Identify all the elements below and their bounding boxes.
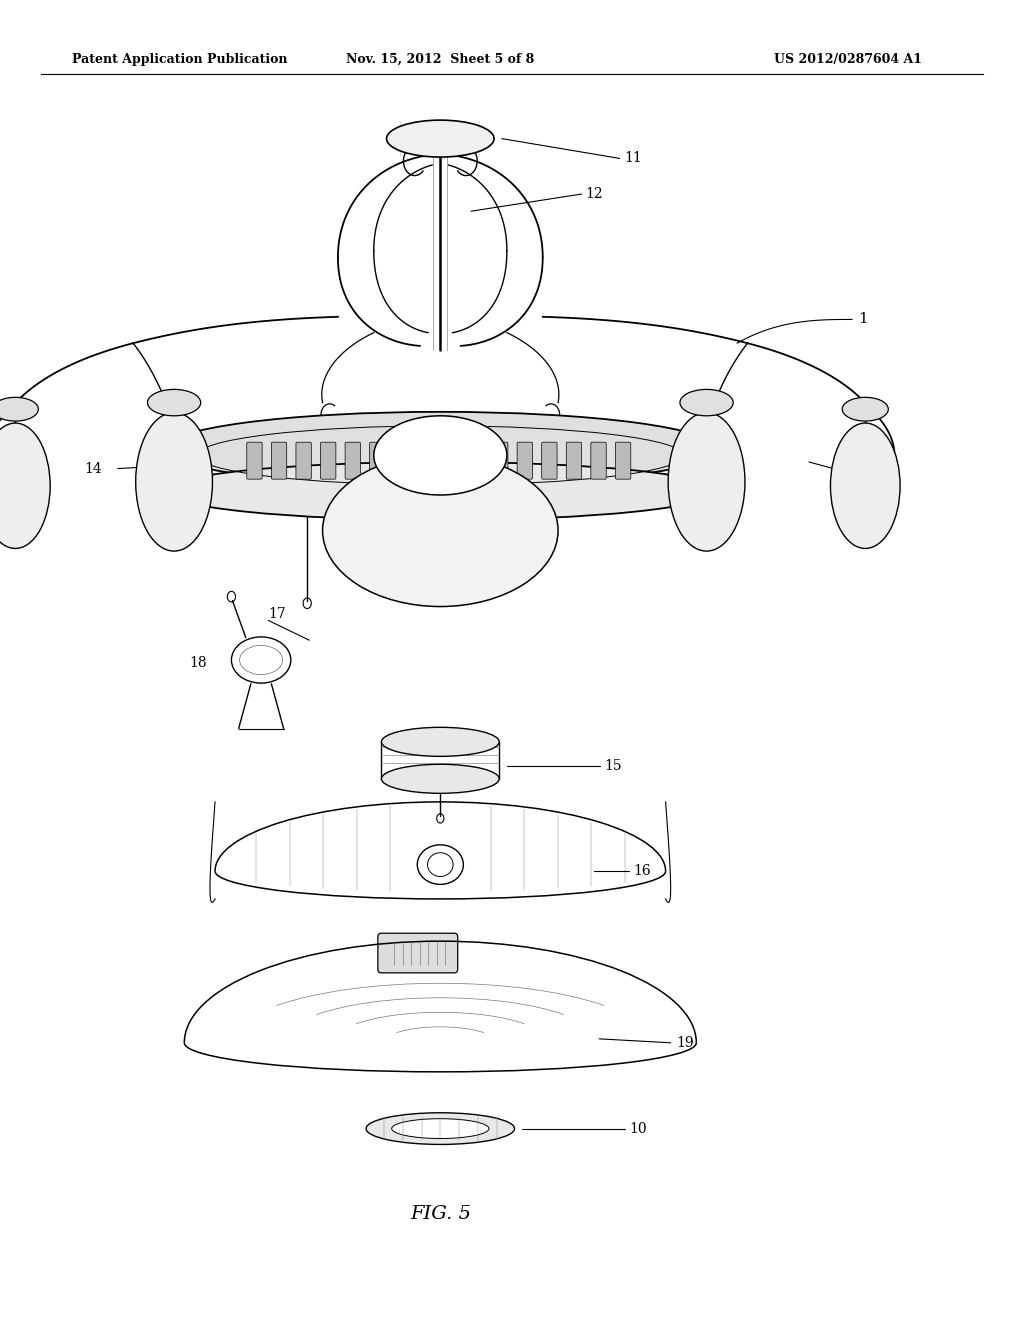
Ellipse shape [680, 389, 733, 416]
Text: 12: 12 [586, 187, 603, 201]
Ellipse shape [323, 454, 558, 606]
Ellipse shape [418, 845, 464, 884]
FancyBboxPatch shape [566, 442, 582, 479]
FancyBboxPatch shape [296, 442, 311, 479]
Text: 17: 17 [268, 607, 286, 620]
Text: 1: 1 [858, 313, 868, 326]
FancyBboxPatch shape [615, 442, 631, 479]
FancyBboxPatch shape [247, 442, 262, 479]
Text: 10: 10 [630, 1122, 647, 1135]
FancyBboxPatch shape [378, 933, 458, 973]
Ellipse shape [668, 412, 744, 552]
Ellipse shape [830, 422, 900, 549]
Text: 14: 14 [84, 462, 101, 475]
Text: 19: 19 [676, 1036, 693, 1049]
FancyBboxPatch shape [370, 442, 385, 479]
Text: 11: 11 [625, 152, 642, 165]
Text: 18: 18 [189, 656, 207, 669]
FancyBboxPatch shape [345, 442, 360, 479]
Ellipse shape [391, 1119, 489, 1138]
Text: 15: 15 [604, 759, 622, 772]
Text: Nov. 15, 2012  Sheet 5 of 8: Nov. 15, 2012 Sheet 5 of 8 [346, 53, 535, 66]
Ellipse shape [366, 1113, 514, 1144]
FancyBboxPatch shape [542, 442, 557, 479]
Text: 13: 13 [838, 462, 855, 475]
FancyBboxPatch shape [591, 442, 606, 479]
Text: Patent Application Publication: Patent Application Publication [72, 53, 287, 66]
FancyBboxPatch shape [517, 442, 532, 479]
FancyBboxPatch shape [493, 442, 508, 479]
Ellipse shape [381, 727, 500, 756]
Ellipse shape [147, 389, 201, 416]
Ellipse shape [374, 416, 507, 495]
Text: US 2012/0287604 A1: US 2012/0287604 A1 [773, 53, 922, 66]
Ellipse shape [428, 853, 453, 876]
Ellipse shape [381, 764, 500, 793]
Ellipse shape [231, 636, 291, 684]
Ellipse shape [842, 397, 888, 421]
Ellipse shape [0, 397, 39, 421]
Ellipse shape [164, 462, 717, 520]
Ellipse shape [135, 412, 213, 552]
Text: FIG. 5: FIG. 5 [410, 1205, 471, 1224]
Ellipse shape [387, 120, 494, 157]
Ellipse shape [0, 422, 50, 549]
Ellipse shape [164, 412, 717, 486]
Text: 16: 16 [633, 865, 650, 878]
FancyBboxPatch shape [271, 442, 287, 479]
FancyBboxPatch shape [321, 442, 336, 479]
